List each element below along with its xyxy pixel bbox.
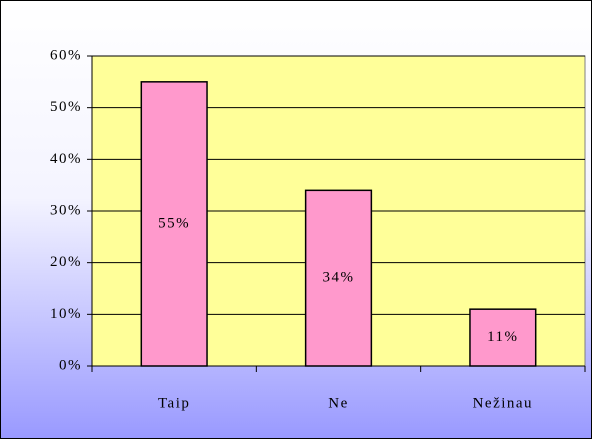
- data-label: 55%: [158, 215, 190, 231]
- x-tick-label: Nežinau: [473, 395, 533, 411]
- bar: [304, 189, 373, 367]
- x-tick-label: Taip: [158, 395, 190, 411]
- bar: [140, 81, 208, 367]
- x-tick-label: Ne: [328, 395, 349, 411]
- y-tick-label: 40%: [50, 151, 82, 167]
- y-tick-label: 0%: [59, 357, 82, 373]
- data-label: 34%: [323, 270, 355, 286]
- y-tick-label: 10%: [50, 306, 82, 322]
- y-tick-label: 20%: [50, 254, 82, 270]
- bar: [469, 308, 537, 367]
- y-tick-label: 30%: [50, 202, 82, 218]
- y-tick-label: 50%: [50, 99, 82, 115]
- y-tick-label: 60%: [50, 47, 82, 63]
- data-label: 11%: [487, 329, 518, 345]
